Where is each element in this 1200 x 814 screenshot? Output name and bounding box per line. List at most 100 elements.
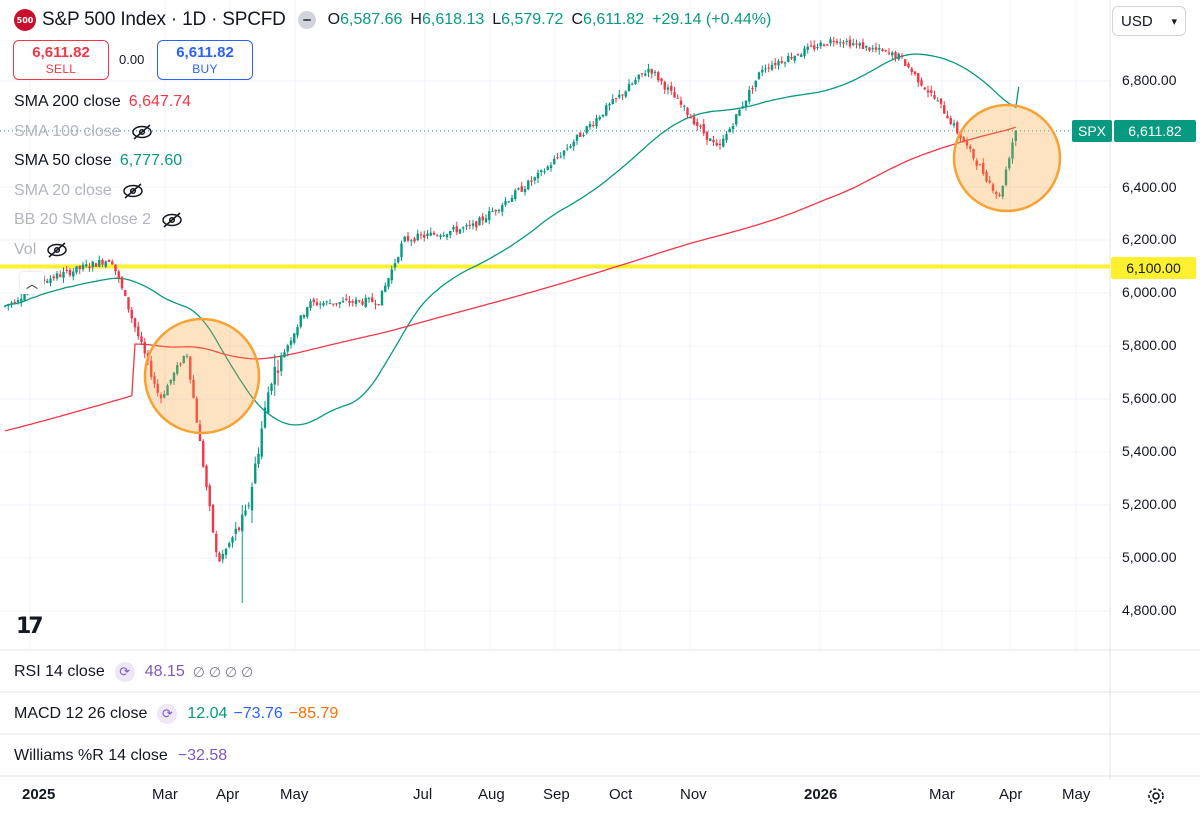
candle-body <box>358 300 361 302</box>
refresh-icon[interactable]: ⟳ <box>157 704 178 724</box>
indicator-sma50[interactable]: SMA 50 close 6,777.60 <box>14 150 182 172</box>
candle-body <box>1014 130 1017 142</box>
price-axis-label: 4,800.00 <box>1122 602 1177 618</box>
indicator-sma20[interactable]: SMA 20 close <box>14 180 144 202</box>
candle-body <box>881 49 884 52</box>
candle-body <box>634 79 637 84</box>
rsi-empty-values: ∅ ∅ ∅ ∅ <box>192 663 254 680</box>
candle-body <box>793 56 796 61</box>
candle-body <box>189 356 192 380</box>
candle-body <box>647 68 650 73</box>
candle-body <box>159 394 163 399</box>
candle-body <box>312 299 315 303</box>
candle-body <box>101 259 104 265</box>
currency-selector[interactable]: USD ▾ <box>1112 6 1186 36</box>
candle-body <box>46 281 49 283</box>
candle-body <box>562 150 566 156</box>
candle-body <box>917 73 920 83</box>
candle-body <box>156 383 159 393</box>
macd-value-1: 12.04 <box>187 705 228 722</box>
candle-body <box>257 453 260 464</box>
eye-hidden-icon[interactable] <box>46 242 68 258</box>
candle-body <box>218 553 221 562</box>
candle-body <box>530 180 533 182</box>
candle-body <box>3 305 7 307</box>
refresh-icon[interactable]: ⟳ <box>114 662 135 682</box>
indicator-sma200[interactable]: SMA 200 close 6,647.74 <box>14 91 191 113</box>
gear-icon[interactable] <box>1146 786 1166 806</box>
candle-body <box>692 116 696 125</box>
rsi-pane-legend[interactable]: RSI 14 close ⟳ 48.15 ∅ ∅ ∅ ∅ <box>14 660 253 684</box>
candle-body <box>120 277 124 289</box>
eye-hidden-icon[interactable] <box>131 124 153 140</box>
indicator-value: 6,647.74 <box>128 93 192 110</box>
candle-body <box>566 148 569 150</box>
candle-body <box>663 81 666 90</box>
chevron-up-icon[interactable]: ︿ <box>20 272 44 294</box>
candle-body <box>673 92 676 98</box>
time-axis-label: 2025 <box>22 786 56 803</box>
buy-button[interactable]: 6,611.82 BUY <box>157 40 253 80</box>
candle-body <box>241 514 244 532</box>
candle-body <box>13 301 16 303</box>
williams-pane-legend[interactable]: Williams %R 14 close −32.58 <box>14 744 227 768</box>
spread-value: 0.00 <box>119 52 145 67</box>
candle-body <box>299 315 302 327</box>
pane-separators <box>0 649 1200 777</box>
eye-hidden-icon[interactable] <box>122 183 144 199</box>
candle-body <box>582 134 585 136</box>
candle-body <box>510 197 514 202</box>
candle-body <box>683 105 686 107</box>
candle-body <box>1001 185 1004 197</box>
candle-body <box>780 61 783 63</box>
candle-body <box>475 221 478 228</box>
candle-body <box>839 42 842 44</box>
time-axis-label: Aug <box>478 786 505 803</box>
candle-body <box>975 160 978 166</box>
candle-body <box>75 266 78 273</box>
indicator-sma100[interactable]: SMA 100 close <box>14 121 153 143</box>
candle-body <box>374 303 377 305</box>
candle-body <box>533 177 536 181</box>
indicator-name: Vol <box>14 241 37 258</box>
rsi-value: 48.15 <box>144 663 185 680</box>
candle-body <box>679 100 683 105</box>
symbol-title[interactable]: S&P 500 Index · 1D · SPCFD <box>42 9 286 30</box>
candle-body <box>644 73 647 76</box>
indicator-volume[interactable]: Vol <box>14 239 68 261</box>
candle-body <box>205 465 208 488</box>
time-axis-label: Mar <box>929 786 955 803</box>
candle-body <box>127 297 130 310</box>
minus-icon[interactable] <box>297 11 316 29</box>
candle-body <box>751 87 754 90</box>
candle-body <box>930 90 933 93</box>
candle-body <box>871 48 874 50</box>
indicator-bb20[interactable]: BB 20 SMA close 2 <box>14 209 183 231</box>
candle-body <box>302 314 306 318</box>
candle-body <box>306 307 309 317</box>
candle-body <box>965 140 969 146</box>
spx-price-tag-value: 6,611.82 <box>1114 120 1196 142</box>
candle-body <box>995 191 998 195</box>
sell-button[interactable]: 6,611.82 SELL <box>13 40 109 80</box>
macd-pane-legend[interactable]: MACD 12 26 close ⟳ 12.04 −73.76 −85.79 <box>14 702 338 726</box>
candle-body <box>221 553 224 560</box>
candle-body <box>1011 142 1014 159</box>
candle-body <box>111 261 114 265</box>
candle-body <box>88 266 91 269</box>
candle-body <box>449 230 452 235</box>
candle-body <box>478 217 481 226</box>
candle-body <box>153 376 156 384</box>
candle-body <box>676 97 679 99</box>
candle-body <box>754 80 757 88</box>
candle-body <box>527 180 530 190</box>
candle-body <box>384 285 387 292</box>
candle-body <box>985 171 988 182</box>
eye-hidden-icon[interactable] <box>161 212 183 228</box>
candle-body <box>631 83 634 85</box>
tradingview-logo[interactable]: 17 <box>16 614 44 639</box>
candle-body <box>920 80 923 86</box>
buy-price: 6,611.82 <box>176 44 234 61</box>
candle-body <box>254 463 257 484</box>
